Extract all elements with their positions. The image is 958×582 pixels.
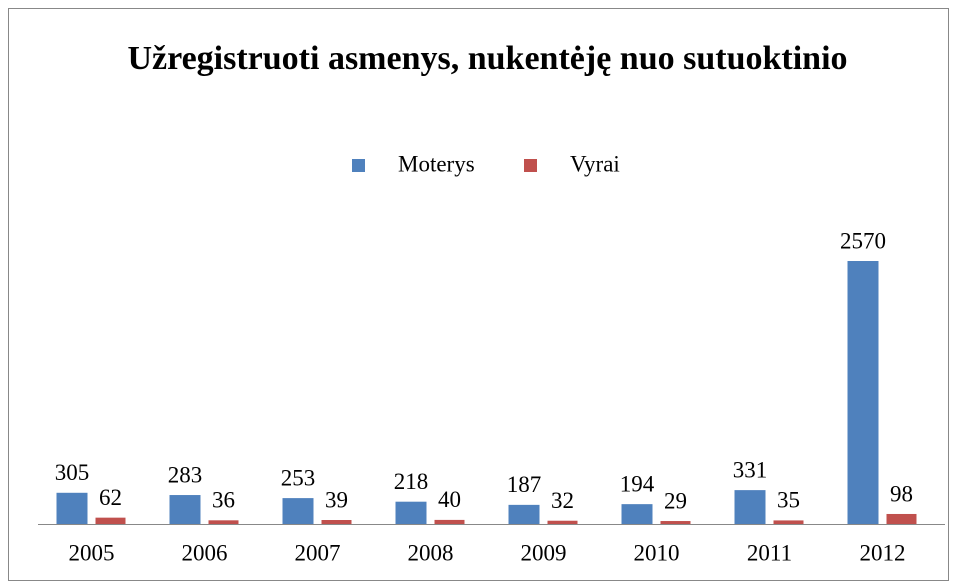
data-label: 194 bbox=[620, 471, 655, 496]
x-tick-label: 2007 bbox=[295, 540, 341, 565]
bar bbox=[434, 519, 465, 524]
data-label: 40 bbox=[438, 487, 461, 512]
data-label: 331 bbox=[733, 457, 768, 482]
x-tick-label: 2005 bbox=[69, 540, 115, 565]
x-tick-label: 2006 bbox=[182, 540, 228, 565]
chart-title: Užregistruoti asmenys, nukentėję nuo sut… bbox=[127, 40, 848, 77]
data-label: 283 bbox=[168, 462, 203, 487]
legend-label: Vyrai bbox=[570, 151, 620, 176]
legend-label: Moterys bbox=[398, 151, 475, 176]
data-label: 29 bbox=[664, 488, 687, 513]
bar bbox=[56, 492, 88, 524]
bar bbox=[847, 261, 879, 524]
data-label: 98 bbox=[890, 481, 913, 506]
chart-border bbox=[8, 8, 949, 581]
x-tick-label: 2009 bbox=[521, 540, 567, 565]
data-label: 32 bbox=[551, 488, 574, 513]
bar bbox=[95, 517, 126, 524]
bar bbox=[208, 520, 239, 524]
bar bbox=[621, 504, 653, 524]
data-label: 35 bbox=[777, 488, 800, 513]
x-tick-label: 2011 bbox=[747, 540, 792, 565]
data-label: 187 bbox=[507, 472, 542, 497]
x-tick-label: 2008 bbox=[408, 540, 454, 565]
legend-swatch bbox=[524, 159, 537, 172]
data-label: 39 bbox=[325, 487, 348, 512]
bar bbox=[773, 520, 804, 524]
x-tick-label: 2012 bbox=[860, 540, 906, 565]
data-label: 36 bbox=[212, 488, 235, 513]
bar bbox=[660, 521, 691, 524]
data-label: 62 bbox=[99, 485, 122, 510]
bar bbox=[547, 520, 578, 524]
data-label: 2570 bbox=[840, 228, 886, 253]
bar bbox=[734, 490, 766, 524]
bar bbox=[282, 498, 314, 524]
bar bbox=[886, 513, 917, 524]
data-label: 218 bbox=[394, 469, 429, 494]
data-label: 305 bbox=[55, 460, 90, 485]
bar bbox=[395, 501, 427, 524]
x-tick-label: 2010 bbox=[634, 540, 680, 565]
legend-swatch bbox=[352, 159, 365, 172]
data-label: 253 bbox=[281, 465, 316, 490]
bar bbox=[321, 520, 352, 524]
bar bbox=[508, 504, 540, 524]
bar bbox=[169, 495, 201, 524]
